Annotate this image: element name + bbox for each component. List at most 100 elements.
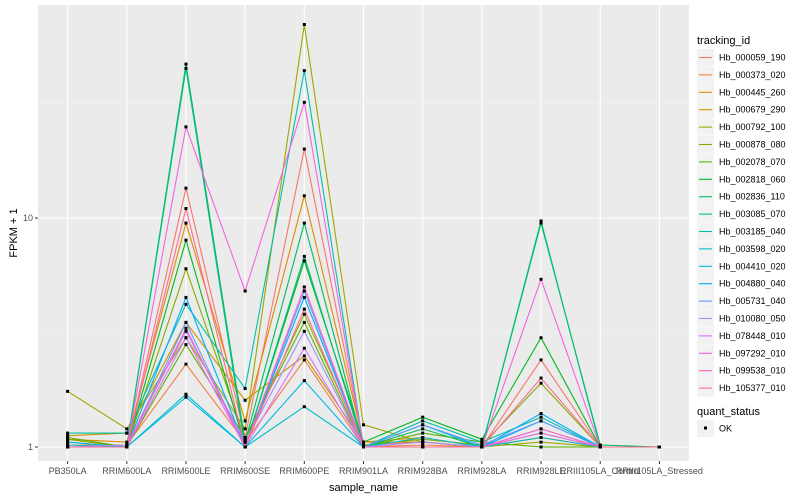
data-point: [302, 346, 306, 350]
y-axis-title: FPKM + 1: [8, 208, 20, 257]
data-point: [302, 259, 306, 263]
data-point: [302, 379, 306, 383]
data-point: [362, 423, 365, 427]
x-axis: PB350LA RRIM600LA RRIM600LE RRIM600SE RRIM60…: [49, 461, 703, 476]
x-tick-label: RRIM600SE: [220, 466, 270, 476]
data-point: [184, 392, 188, 396]
data-point: [184, 329, 188, 333]
data-point: [243, 398, 247, 402]
data-point: [598, 445, 602, 449]
data-point: [66, 437, 70, 441]
x-tick-label: RRIM928LE: [517, 466, 566, 476]
data-point: [302, 194, 306, 198]
data-point: [302, 320, 306, 324]
data-point: [184, 336, 188, 340]
data-points: [66, 22, 661, 449]
data-point: [421, 440, 425, 444]
data-point: [421, 437, 425, 441]
data-point: [302, 289, 306, 293]
data-point: [302, 354, 306, 358]
data-point: [302, 147, 306, 151]
data-point: [539, 431, 543, 435]
data-point: [302, 254, 306, 258]
data-point: [66, 389, 70, 393]
data-point: [421, 445, 425, 449]
data-point: [125, 431, 129, 435]
x-tick-label: RRIM928BA: [398, 466, 448, 476]
data-point: [421, 436, 425, 440]
data-point: [421, 431, 425, 435]
x-tick-label: RRIII105LA_Control: [560, 466, 641, 476]
legend-items: Hb_000059_190 Hb_000373_020 Hb_000445_260 H…: [697, 49, 786, 397]
data-point: [302, 295, 306, 299]
data-point: [302, 329, 306, 333]
x-tick-label: RRIM600PE: [279, 466, 329, 476]
legend-label: Hb_099538_010: [719, 366, 786, 376]
shape-legend-label: OK: [719, 424, 732, 434]
data-point: [539, 381, 543, 385]
data-point: [362, 440, 365, 444]
data-point: [539, 412, 543, 416]
data-point: [302, 307, 306, 311]
data-point: [539, 415, 543, 419]
data-point: [125, 445, 129, 449]
legend-title: tracking_id: [697, 35, 750, 47]
data-point: [480, 437, 484, 441]
data-point: [421, 427, 425, 431]
data-point: [66, 431, 70, 435]
data-point: [539, 277, 543, 281]
data-point: [657, 445, 661, 449]
data-point: [243, 436, 247, 440]
legend-label: Hb_078448_010: [719, 331, 786, 341]
data-point: [598, 443, 602, 447]
x-tick-label: RRIII105LA_Stressed: [616, 466, 703, 476]
data-point: [184, 267, 188, 271]
data-point: [243, 419, 247, 423]
x-tick-label: RRIM600LE: [161, 466, 210, 476]
shape-legend-title: quant_status: [697, 406, 760, 418]
data-point: [421, 423, 425, 427]
legend-label: Hb_004410_020: [719, 261, 786, 271]
data-point: [302, 221, 306, 225]
legend-label: Hb_003185_040: [719, 227, 786, 237]
legend-label: Hb_002818_060: [719, 174, 786, 184]
data-point: [302, 69, 306, 73]
data-point: [66, 443, 70, 447]
shape-legend-items: OK: [697, 420, 732, 437]
data-point: [184, 207, 188, 211]
shape-legend-point: [704, 426, 707, 430]
data-point: [243, 445, 247, 449]
data-point: [184, 320, 188, 324]
data-point: [125, 443, 129, 447]
legend-label: Hb_105377_010: [719, 383, 786, 393]
legend-label: Hb_000878_080: [719, 140, 786, 150]
legend-label: Hb_002078_070: [719, 157, 786, 167]
data-point: [184, 326, 188, 330]
data-point: [184, 395, 188, 399]
legend-label: Hb_003085_070: [719, 209, 786, 219]
x-tick-label: RRIM928LA: [457, 466, 506, 476]
data-point: [184, 238, 188, 242]
legend-label: Hb_010080_050: [719, 314, 786, 324]
data-point: [184, 302, 188, 306]
data-point: [184, 343, 188, 347]
data-point: [184, 221, 188, 225]
data-point: [184, 295, 188, 299]
data-point: [243, 387, 247, 391]
x-tick-label: RRIM600LA: [102, 466, 151, 476]
y-axis: 1 10: [23, 213, 38, 452]
data-point: [539, 445, 543, 449]
data-point: [539, 419, 543, 423]
data-point: [302, 405, 306, 409]
data-point: [480, 440, 484, 444]
data-point: [539, 221, 543, 225]
data-point: [184, 362, 188, 366]
data-point: [302, 358, 306, 362]
data-point: [539, 336, 543, 340]
legend-label: Hb_000059_190: [719, 53, 786, 63]
data-point: [184, 62, 188, 66]
data-point: [539, 376, 543, 380]
x-tick-label: PB350LA: [49, 466, 87, 476]
data-point: [66, 434, 70, 438]
